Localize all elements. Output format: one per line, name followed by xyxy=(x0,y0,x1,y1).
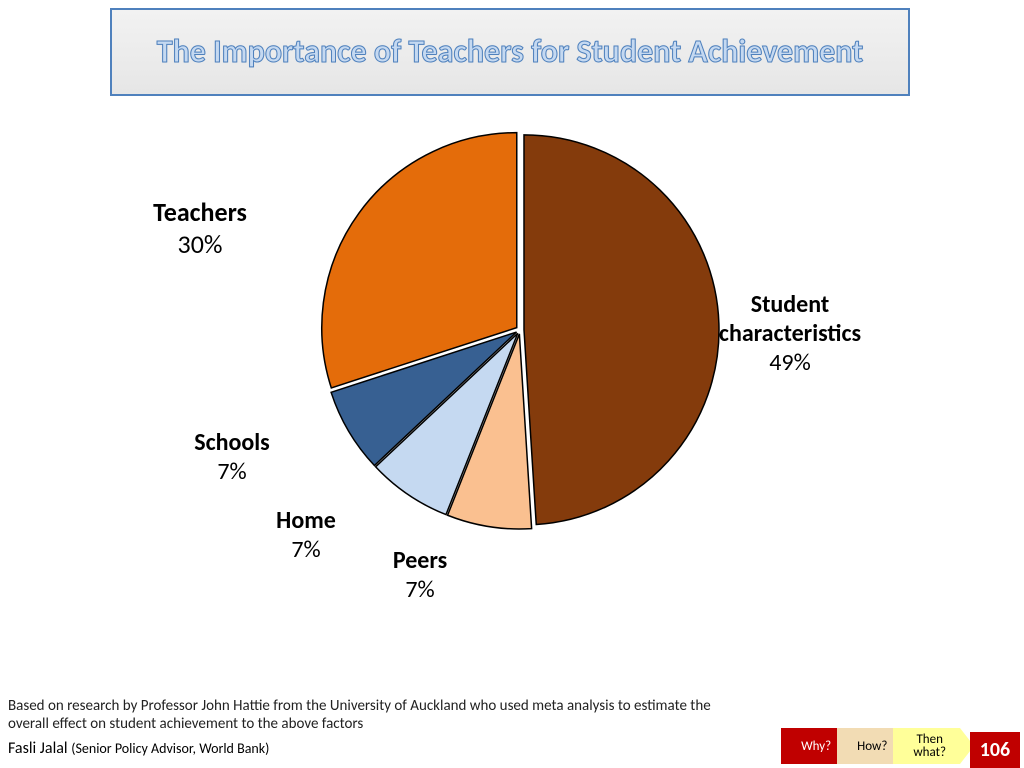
nav-item[interactable]: Why? xyxy=(781,728,845,764)
nav-chevrons: Why?How?Then what? xyxy=(789,728,960,764)
author-name: Fasli Jalal xyxy=(8,739,68,758)
slice-pct: 7% xyxy=(320,575,520,604)
pie-chart: Student characteristics49%Peers7%Home7%S… xyxy=(0,110,1024,670)
slice-pct: 30% xyxy=(100,228,300,260)
pie-label: Schools7% xyxy=(132,428,332,486)
slide-title: The Importance of Teachers for Student A… xyxy=(157,34,864,69)
slice-pct: 7% xyxy=(206,535,406,564)
title-box: The Importance of Teachers for Student A… xyxy=(110,8,910,96)
slice-name: Schools xyxy=(132,428,332,457)
nav-item[interactable]: Then what? xyxy=(893,728,960,764)
pie-label: Home7% xyxy=(206,506,406,564)
pie-label: Teachers30% xyxy=(100,196,300,260)
slice-name: Home xyxy=(206,506,406,535)
research-note: Based on research by Professor John Hatt… xyxy=(8,697,728,733)
slice-name: Teachers xyxy=(100,196,300,228)
pie-label: Student characteristics49% xyxy=(690,290,890,377)
pie-svg xyxy=(320,130,720,530)
slice-pct: 49% xyxy=(690,348,890,377)
nav-item[interactable]: How? xyxy=(837,728,901,764)
author-role: (Senior Policy Advisor, World Bank) xyxy=(71,740,269,757)
page-number: 106 xyxy=(970,732,1020,768)
slice-name: Student characteristics xyxy=(690,290,890,348)
pie-wrap xyxy=(320,130,720,530)
slice-pct: 7% xyxy=(132,457,332,486)
